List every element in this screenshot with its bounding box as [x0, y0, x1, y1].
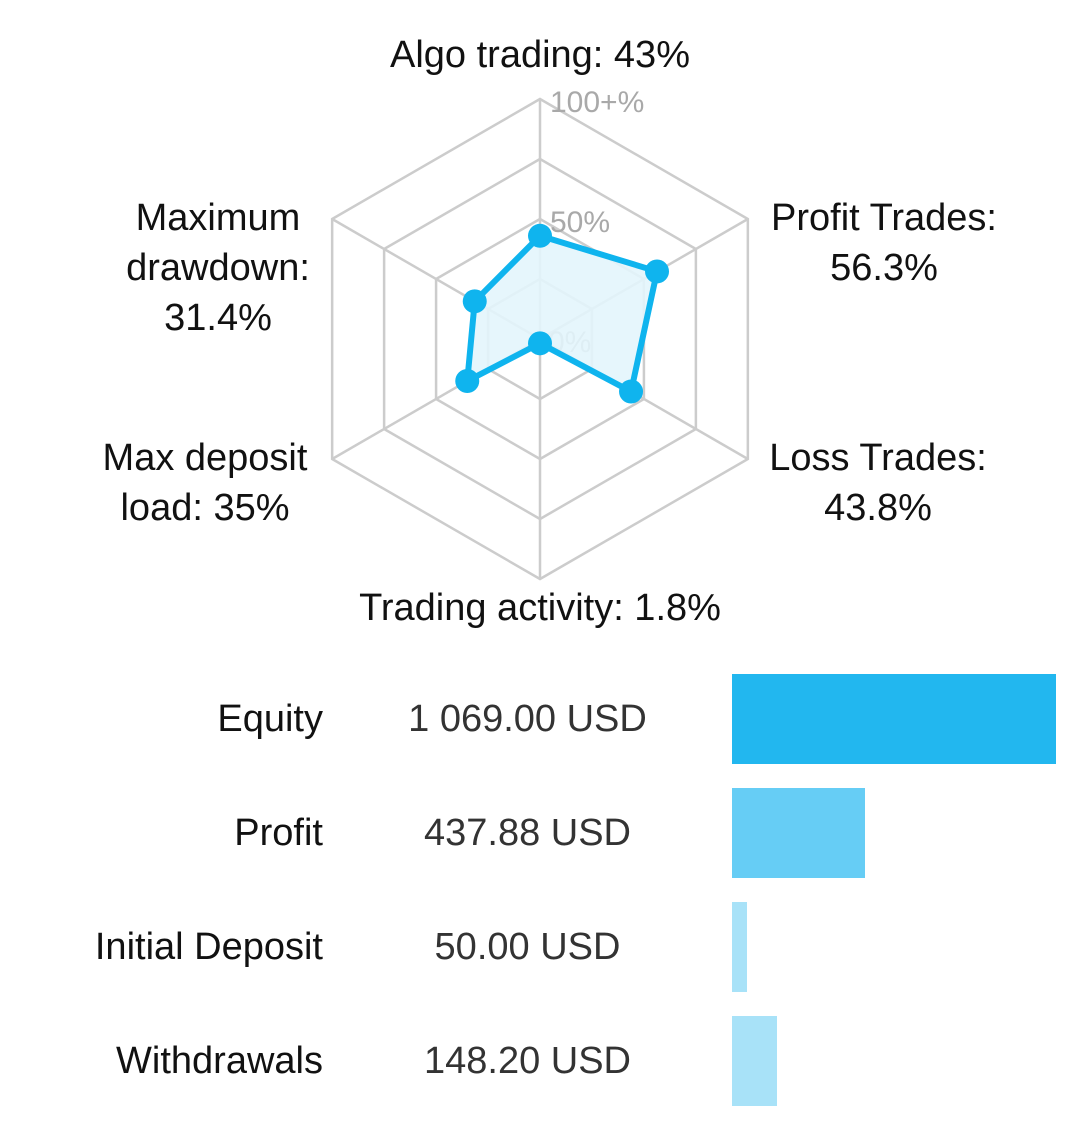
axis-label-maximum-drawdown: Maximum drawdown: 31.4% — [126, 193, 310, 343]
data-point — [528, 331, 552, 356]
data-point — [528, 223, 552, 248]
axis-label-line: Maximum — [135, 197, 301, 239]
axis-label-profit-trades: Profit Trades: 56.3% — [771, 193, 997, 293]
bar-row: Initial Deposit 50.00 USD — [0, 902, 1080, 992]
axis-label-line: 43.8% — [824, 487, 932, 529]
axis-label-trading-activity: Trading activity: 1.8% — [359, 583, 721, 633]
bar-category-label: Initial Deposit — [94, 926, 323, 968]
data-point — [619, 379, 644, 404]
tick-label: 50% — [550, 206, 610, 239]
bar-category-label: Equity — [217, 698, 323, 740]
bar — [732, 902, 748, 992]
tick-label: 100+% — [550, 86, 644, 119]
bar-value-label: 437.88 USD — [423, 812, 631, 854]
bar-row: Equity 1 069.00 USD — [0, 674, 1080, 764]
axis-label-line: Algo trading: 43% — [390, 34, 690, 76]
axis-label-line: Max deposit — [102, 437, 308, 479]
axis-label-line: Profit Trades: — [771, 197, 997, 239]
data-point — [455, 369, 480, 393]
axis-label-algo-trading: Algo trading: 43% — [390, 30, 690, 80]
bar-value-label: 148.20 USD — [423, 1040, 631, 1082]
data-point — [645, 259, 670, 284]
bar-value-label: 50.00 USD — [434, 926, 621, 968]
bar — [732, 674, 1056, 764]
axis-label-loss-trades: Loss Trades: 43.8% — [769, 433, 987, 533]
bar — [732, 788, 865, 878]
axis-label-line: Loss Trades: — [769, 437, 987, 479]
bar-category-label: Withdrawals — [116, 1040, 323, 1082]
bar-category-label: Profit — [234, 812, 323, 854]
axis-label-line: drawdown: — [126, 247, 310, 289]
bar-row: Withdrawals 148.20 USD — [0, 1016, 1080, 1106]
data-point — [462, 289, 487, 314]
axis-label-line: Trading activity: 1.8% — [359, 587, 721, 629]
axis-label-line: 56.3% — [830, 247, 938, 289]
axis-label-line: load: 35% — [120, 487, 290, 529]
bar-value-label: 1 069.00 USD — [408, 698, 647, 740]
series-area — [464, 232, 661, 395]
bar-row: Profit 437.88 USD — [0, 788, 1080, 878]
axis-label-max-deposit-load: Max deposit load: 35% — [103, 433, 308, 533]
radar-chart: 0%50%100+% — [330, 86, 750, 581]
axis-label-line: 31.4% — [164, 297, 272, 339]
bar — [732, 1016, 777, 1106]
